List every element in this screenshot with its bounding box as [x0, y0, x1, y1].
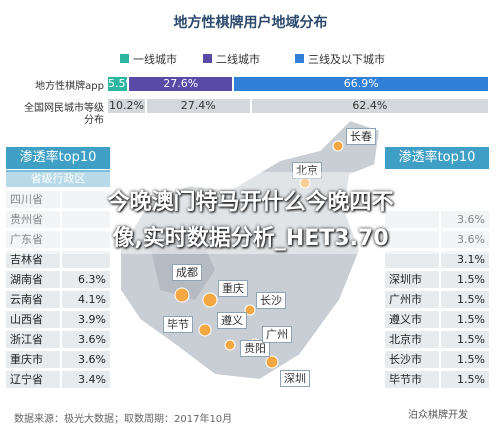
city-label: 长春 — [346, 128, 376, 145]
row-value — [62, 211, 110, 228]
city-label: 成都 — [172, 264, 202, 281]
legend-label: 二线城市 — [216, 53, 260, 66]
row-value: 6.3% — [62, 271, 110, 288]
legend-swatch — [203, 54, 212, 63]
row-name: 毕节市 — [385, 371, 439, 388]
city-label: 深圳 — [280, 370, 310, 387]
city-label: 贵阳 — [240, 340, 270, 357]
row-name: 深圳市 — [385, 271, 439, 288]
city-label: 毕节 — [163, 316, 193, 333]
bar-label: 分布 — [84, 115, 104, 126]
title: 地方性棋牌用户地域分布 — [173, 15, 328, 31]
row-value — [62, 231, 110, 248]
overlay-line: 今晚澳门特马开什么今晚四不 — [107, 190, 394, 215]
row-name: 辽宁省 — [6, 371, 60, 388]
bar-segment: 10.2% — [108, 99, 145, 113]
bar-label: 全国网民城市等级 — [24, 103, 104, 114]
row-value: 3.6% — [441, 231, 489, 248]
row-value: 1.5% — [441, 271, 489, 288]
city-label: 重庆 — [218, 280, 248, 297]
row-name: 吉林省 — [6, 251, 60, 268]
row-value — [62, 251, 110, 268]
bar-segment: 27.4% — [146, 99, 250, 113]
row-name: 长沙市 — [385, 351, 439, 368]
overlay-band — [0, 172, 501, 254]
row-value: 3.6% — [441, 211, 489, 228]
table-header: 渗透率top10 — [385, 147, 489, 169]
city-label: 遵义 — [217, 312, 247, 329]
row-name: 广州市 — [385, 291, 439, 308]
city-label: 北京 — [292, 162, 322, 179]
bar-segment: 66.9% — [234, 77, 488, 91]
row-value: 1.5% — [441, 291, 489, 308]
row-value: 1.5% — [441, 351, 489, 368]
row-name: 四川省 — [6, 191, 60, 208]
bar-label: 地方性棋牌app — [35, 81, 104, 92]
row-name — [385, 231, 439, 248]
row-name: 浙江省 — [6, 331, 60, 348]
legend-swatch — [295, 54, 304, 63]
row-value: 1.5% — [441, 331, 489, 348]
row-value: 3.1% — [441, 251, 489, 268]
city-label: 长沙 — [256, 292, 286, 309]
legend-swatch — [120, 54, 129, 63]
row-value: 1.5% — [441, 311, 489, 328]
map-shape — [119, 118, 382, 382]
row-name: 贵州省 — [6, 211, 60, 228]
overlay-line: 像,实时数据分析_HET3.70 — [112, 226, 389, 251]
row-value: 3.4% — [62, 371, 110, 388]
row-name: 湖南省 — [6, 271, 60, 288]
row-name: 山西省 — [6, 311, 60, 328]
row-name: 广东省 — [6, 231, 60, 248]
row-value: 3.9% — [62, 311, 110, 328]
legend-label: 三线及以下城市 — [308, 53, 385, 66]
legend-label: 一线城市 — [133, 53, 177, 66]
row-name: 云南省 — [6, 291, 60, 308]
row-value: 1.5% — [441, 371, 489, 388]
table-header: 渗透率top10 — [6, 147, 110, 169]
row-name: 重庆市 — [6, 351, 60, 368]
bar-segment: 62.4% — [251, 99, 488, 113]
row-name: 北京市 — [385, 331, 439, 348]
bar-segment: 5.5% — [108, 77, 136, 91]
row-name: 遵义市 — [385, 311, 439, 328]
row-name — [385, 251, 439, 268]
row-value: 4.1% — [62, 291, 110, 308]
bar-segment: 27.6% — [129, 77, 233, 91]
row-value — [62, 191, 110, 208]
row-value: 3.6% — [62, 331, 110, 348]
row-value: 3.6% — [62, 351, 110, 368]
source: 数据来源：极光大数据；取数周期：2017年10月 — [14, 414, 233, 425]
city-label: 广州 — [262, 326, 292, 343]
table-subheader: 省级行政区 — [6, 170, 110, 187]
row-name — [385, 211, 439, 228]
watermark: 泊众棋牌开发 — [408, 410, 468, 421]
